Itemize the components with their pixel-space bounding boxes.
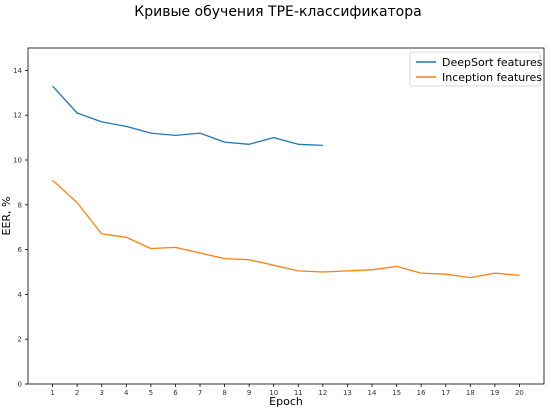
x-tick-label: 13 [343,389,352,397]
x-tick-label: 14 [368,389,377,397]
chart-title: Кривые обучения TPE-классификатора [134,4,421,20]
x-tick-label: 19 [490,389,499,397]
y-tick-label: 4 [18,291,23,299]
x-tick-label: 9 [247,389,251,397]
x-tick-label: 12 [318,389,327,397]
plot-area: 1 2 3 4 5 6 7 8 9 10 11 12 13 14 15 16 17 18 19 20024681012… [13,48,544,397]
x-tick-label: 1 [50,389,54,397]
x-tick-label: 16 [417,389,426,397]
y-tick-label: 12 [13,112,22,120]
x-tick-label: 5 [149,389,153,397]
x-tick-label: 6 [173,389,178,397]
legend-entry-1: DeepSort features [442,56,543,69]
x-axis-label: Epoch [269,395,303,408]
x-tick-label: 17 [441,389,450,397]
x-tick-label: 18 [466,389,475,397]
x-tick-label: 8 [222,389,226,397]
x-tick-label: 15 [392,389,401,397]
y-tick-label: 0 [18,381,22,389]
x-tick-label: 7 [198,389,202,397]
x-tick-label: 3 [99,389,103,397]
y-tick-label: 8 [18,201,22,209]
y-tick-label: 10 [13,157,22,165]
x-tick-label: 2 [75,389,79,397]
series-line-1 [53,86,323,145]
x-tick-label: 20 [515,389,524,397]
legend: DeepSort features Inception features [410,52,543,86]
series-line-2 [53,180,520,277]
legend-entry-2: Inception features [442,71,542,84]
x-tick-label: 4 [124,389,129,397]
y-tick-label: 14 [13,67,22,75]
y-tick-label: 6 [18,246,23,254]
plot-frame [28,48,544,384]
y-axis-label: EER, % [0,197,13,236]
y-tick-label: 2 [18,336,22,344]
